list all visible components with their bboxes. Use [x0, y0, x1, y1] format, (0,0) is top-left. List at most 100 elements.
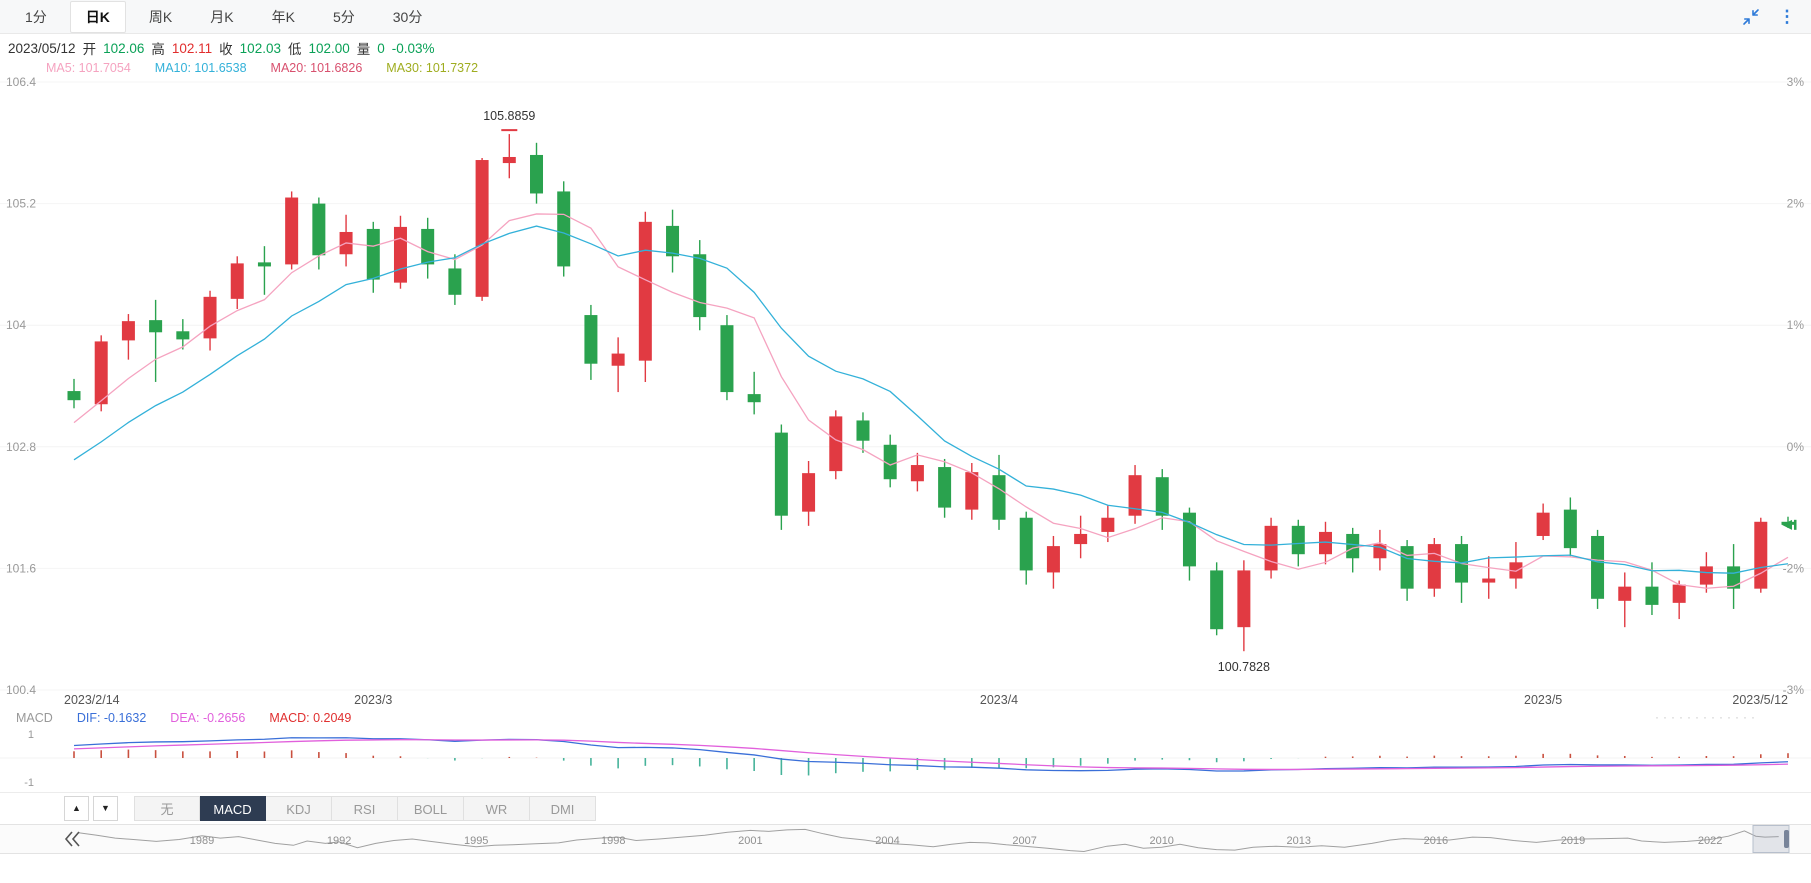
candle[interactable] [747, 394, 761, 403]
candle[interactable] [393, 226, 407, 283]
candle[interactable] [1155, 477, 1169, 516]
macd-drag-dots[interactable]: ············· [1655, 710, 1759, 724]
quote-label-量: 量 [356, 42, 371, 57]
more-options-icon[interactable]: ⋮ [1778, 7, 1796, 26]
navigator-year-label: 1998 [601, 835, 625, 847]
candle[interactable] [1046, 546, 1060, 573]
candle[interactable] [448, 268, 462, 295]
candle[interactable] [1264, 525, 1278, 571]
candle[interactable] [230, 263, 244, 299]
candle[interactable] [1699, 566, 1713, 585]
candle[interactable] [774, 432, 788, 516]
indicator-tab-DMI[interactable]: DMI [530, 795, 596, 821]
candle[interactable] [285, 197, 299, 265]
candle[interactable] [829, 416, 843, 472]
candle[interactable] [1754, 521, 1768, 589]
header-icons: ⋮ [1741, 0, 1797, 34]
candle[interactable] [1427, 544, 1441, 589]
candle[interactable] [176, 331, 190, 340]
navigator-right-handle[interactable] [1784, 830, 1789, 848]
period-tab-月K[interactable]: 月K [210, 8, 234, 25]
candle[interactable] [965, 472, 979, 510]
pane-expand-button[interactable]: ▲ [64, 795, 89, 821]
candle[interactable] [992, 475, 1006, 520]
macd-chart[interactable]: 1 -1 [0, 730, 1811, 790]
candle[interactable] [638, 221, 652, 361]
period-tab-日K[interactable]: 日K [69, 0, 126, 33]
price-axis-label: 104 [6, 318, 26, 332]
candle[interactable] [1509, 562, 1523, 579]
candle[interactable] [1536, 512, 1550, 536]
navigator-chart[interactable]: 1989 1992 1995 1998 2001 2004 2007 2010 2013 2016… [0, 825, 1811, 853]
candle[interactable] [693, 254, 707, 318]
last-price-marker [1782, 519, 1797, 530]
candle[interactable] [1318, 531, 1332, 555]
candle[interactable] [1291, 525, 1305, 555]
candle[interactable] [910, 465, 924, 482]
candle[interactable] [802, 473, 816, 512]
navigator-selection[interactable] [1752, 825, 1790, 853]
candle[interactable] [67, 391, 81, 401]
candle[interactable] [475, 160, 489, 297]
candle[interactable] [1237, 570, 1251, 628]
quote-label-收: 收 [219, 42, 233, 57]
candle[interactable] [856, 420, 870, 441]
candle[interactable] [502, 156, 516, 164]
period-tab-年K[interactable]: 年K [271, 8, 295, 25]
candle[interactable] [1618, 586, 1632, 601]
candle[interactable] [1727, 566, 1741, 589]
candle[interactable] [557, 191, 571, 267]
candle[interactable] [666, 225, 680, 257]
candle[interactable] [121, 321, 135, 341]
candle[interactable] [1373, 544, 1387, 559]
candle[interactable] [312, 203, 326, 256]
period-tab-周K[interactable]: 周K [148, 8, 173, 25]
indicator-tab-无[interactable]: 无 [134, 795, 200, 821]
candle[interactable] [1128, 475, 1142, 516]
period-tab-5分[interactable]: 5分 [332, 8, 355, 25]
quote-value-低: 102.00 [308, 40, 350, 56]
period-tab-30分[interactable]: 30分 [392, 8, 423, 25]
collapse-icon[interactable] [1741, 7, 1761, 27]
percent-axis-label: 1% [1787, 318, 1805, 332]
indicator-tab-BOLL[interactable]: BOLL [398, 795, 464, 821]
candle[interactable] [94, 341, 108, 405]
candle[interactable] [938, 467, 952, 508]
candle[interactable] [584, 315, 598, 364]
candle[interactable] [1672, 584, 1686, 603]
candle[interactable] [421, 228, 435, 265]
candle[interactable] [611, 353, 625, 366]
candle[interactable] [1074, 533, 1088, 545]
navigator-year-label: 1992 [327, 835, 351, 847]
candle[interactable] [1101, 517, 1115, 532]
candle[interactable] [530, 154, 544, 194]
period-tabs: 1分 日K 周K 月K 年K 5分 30分 [0, 0, 437, 33]
candle[interactable] [1645, 586, 1659, 605]
candle[interactable] [149, 320, 163, 333]
candle[interactable] [1182, 512, 1196, 567]
indicator-tab-RSI[interactable]: RSI [332, 795, 398, 821]
candle[interactable] [720, 325, 734, 393]
candle[interactable] [366, 228, 380, 280]
candle[interactable] [1482, 578, 1496, 583]
period-tab-1分[interactable]: 1分 [25, 8, 47, 25]
macd-dif-value: DIF: -0.1632 [76, 711, 147, 725]
indicator-tab-WR[interactable]: WR [464, 795, 530, 821]
candle[interactable] [1210, 570, 1224, 630]
indicator-tab-KDJ[interactable]: KDJ [266, 795, 332, 821]
candle[interactable] [203, 296, 217, 339]
candle[interactable] [257, 262, 271, 267]
candle[interactable] [883, 444, 897, 480]
indicator-tab-MACD[interactable]: MACD [200, 795, 266, 821]
candle[interactable] [1563, 509, 1577, 549]
timeline-navigator[interactable]: 1989 1992 1995 1998 2001 2004 2007 2010 2013 2016… [0, 824, 1811, 854]
navigator-year-label: 2022 [1698, 835, 1722, 847]
candlestick-chart[interactable]: 106.4 3% 105.2 2% 104 1% 102.8 0% 101.6 -2% 100.4 -… [0, 76, 1811, 716]
candle[interactable] [1019, 517, 1033, 571]
candle[interactable] [1591, 535, 1605, 599]
navigator-left-handle[interactable] [64, 831, 80, 847]
date-label: 2023/5/12 [1732, 693, 1788, 707]
candle[interactable] [1400, 546, 1414, 589]
candle[interactable] [1346, 533, 1360, 559]
pane-collapse-button[interactable]: ▼ [93, 795, 118, 821]
